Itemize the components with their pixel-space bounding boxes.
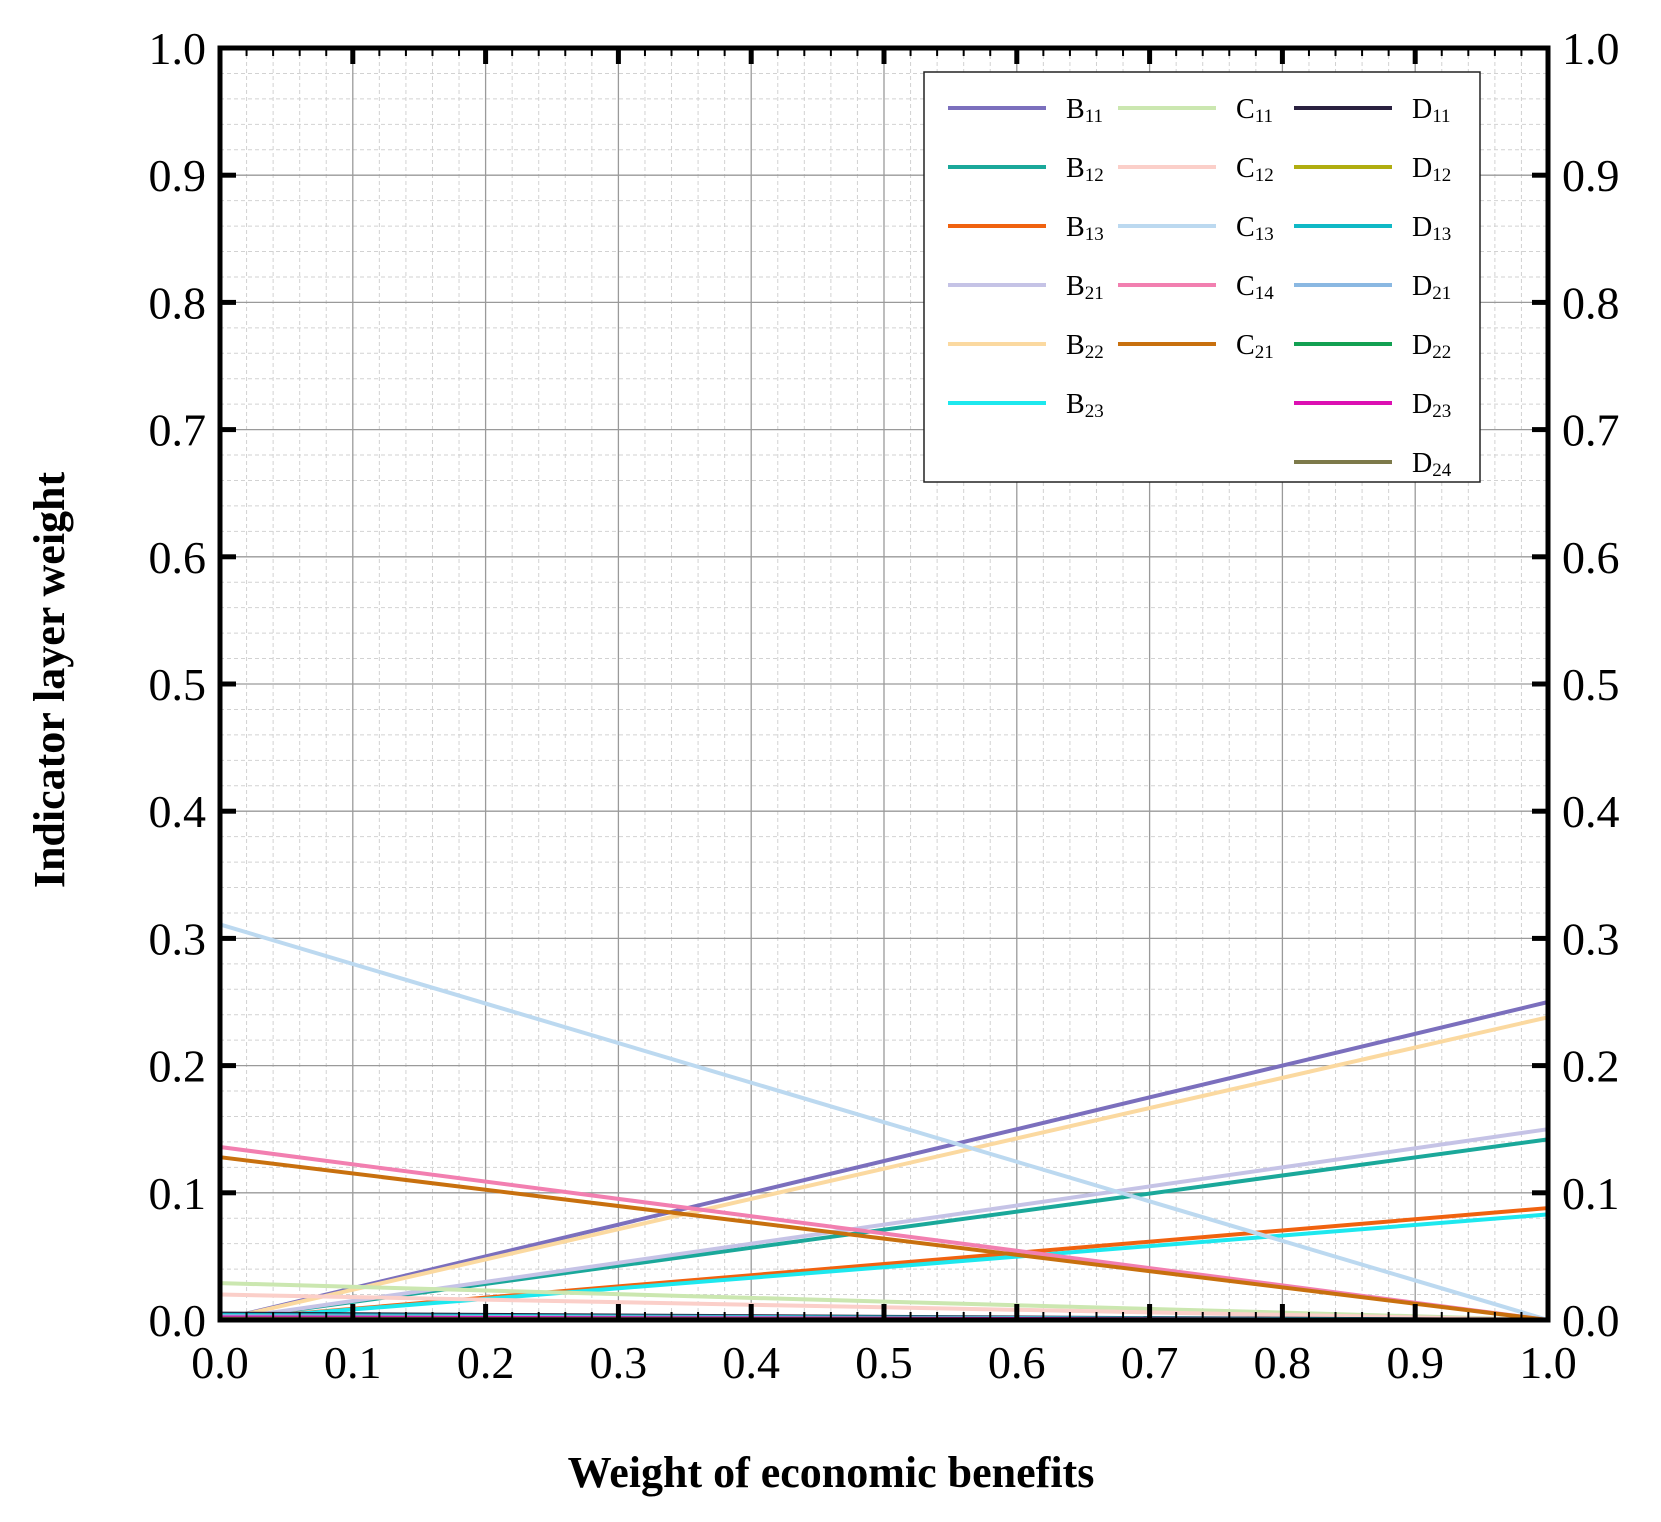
y-tick-label-right: 0.3 [1562,913,1620,964]
y-tick-label-right: 0.6 [1562,532,1620,583]
x-tick-label: 1.0 [1519,1337,1577,1388]
legend-label-d23: D23 [1412,389,1451,422]
series-line-b11 [218,1000,1550,1322]
y-tick-labels-right: 0.0 0.1 0.2 0.3 0.4 0.5 0.6 0.7 0.8 0.9 1.0 [1562,23,1620,1346]
y-tick-label-right: 0.2 [1562,1041,1620,1092]
series-line-b23 [218,1212,1550,1322]
x-tick-label: 0.3 [590,1337,648,1388]
x-tick-label: 0.7 [1121,1337,1179,1388]
y-tick-label: 0.8 [149,277,207,328]
x-tick-label: 0.1 [324,1337,382,1388]
series-line-b22 [218,1015,1550,1322]
legend-label-c12: C12 [1236,153,1274,186]
y-tick-label: 1.0 [149,23,207,74]
y-tick-label: 0.5 [149,659,207,710]
legend-label-d24: D24 [1412,448,1452,481]
x-tick-label: 0.6 [988,1337,1046,1388]
series-line-c13 [218,922,1550,1322]
y-tick-label: 0.0 [149,1295,207,1346]
y-tick-label-right: 0.4 [1562,786,1620,837]
legend-label-b13: B13 [1066,212,1104,245]
y-tick-label-right: 0.7 [1562,405,1620,456]
x-tick-label: 0.2 [457,1337,515,1388]
legend-label-b12: B12 [1066,153,1104,186]
y-tick-label-right: 0.8 [1562,277,1620,328]
y-tick-label: 0.2 [149,1041,207,1092]
y-tick-label-right: 1.0 [1562,23,1620,74]
series-line-c21 [218,1155,1550,1322]
legend-label-c14: C14 [1236,271,1274,304]
legend-label-d13: D13 [1412,212,1451,245]
x-tick-labels: 0.0 0.1 0.2 0.3 0.4 0.5 0.6 0.7 0.8 0.9 1.0 [191,1337,1577,1388]
x-tick-label: 0.5 [855,1337,913,1388]
y-tick-label: 0.3 [149,913,207,964]
legend-box [923,71,1481,483]
y-tick-label: 0.6 [149,532,207,583]
legend-label-b11: B11 [1066,94,1103,127]
y-tick-label-right: 0.1 [1562,1168,1620,1219]
y-tick-label-right: 0.0 [1562,1295,1620,1346]
y-tick-label-right: 0.5 [1562,659,1620,710]
legend-label-d12: D12 [1412,153,1451,186]
y-tick-label: 0.7 [149,405,207,456]
legend-label-b22: B22 [1066,330,1104,363]
legend-label-d11: D11 [1412,94,1451,127]
y-tick-labels: 0.0 0.1 0.2 0.3 0.4 0.5 0.6 0.7 0.8 0.9 1.0 [149,23,207,1346]
x-tick-label: 0.8 [1254,1337,1312,1388]
legend-label-b21: B21 [1066,271,1104,304]
legend-label-b23: B23 [1066,389,1104,422]
legend-label-c11: C11 [1236,94,1273,127]
plot-frame [217,45,1551,1323]
y-tick-label-right: 0.9 [1562,150,1620,201]
x-tick-label: 0.9 [1386,1337,1444,1388]
x-axis-title: Weight of economic benefits [568,1448,1095,1497]
legend: B11 B12 B13 B21 B22 B23 C11 C12 C13 C14 C21 D11 D12 D… [923,71,1481,483]
y-axis-title: Indicator layer weight [25,471,74,888]
legend-label-d22: D22 [1412,330,1451,363]
y-tick-label: 0.1 [149,1168,207,1219]
y-tick-label: 0.4 [149,786,207,837]
legend-label-c13: C13 [1236,212,1274,245]
legend-items: B11 B12 B13 B21 B22 B23 C11 C12 C13 C14 C21 D11 D12 D… [948,94,1452,481]
x-tick-label: 0.0 [191,1337,249,1388]
legend-label-c21: C21 [1236,330,1274,363]
x-tick-label: 0.4 [722,1337,780,1388]
legend-label-d21: D21 [1412,271,1451,304]
y-tick-label: 0.9 [149,150,207,201]
